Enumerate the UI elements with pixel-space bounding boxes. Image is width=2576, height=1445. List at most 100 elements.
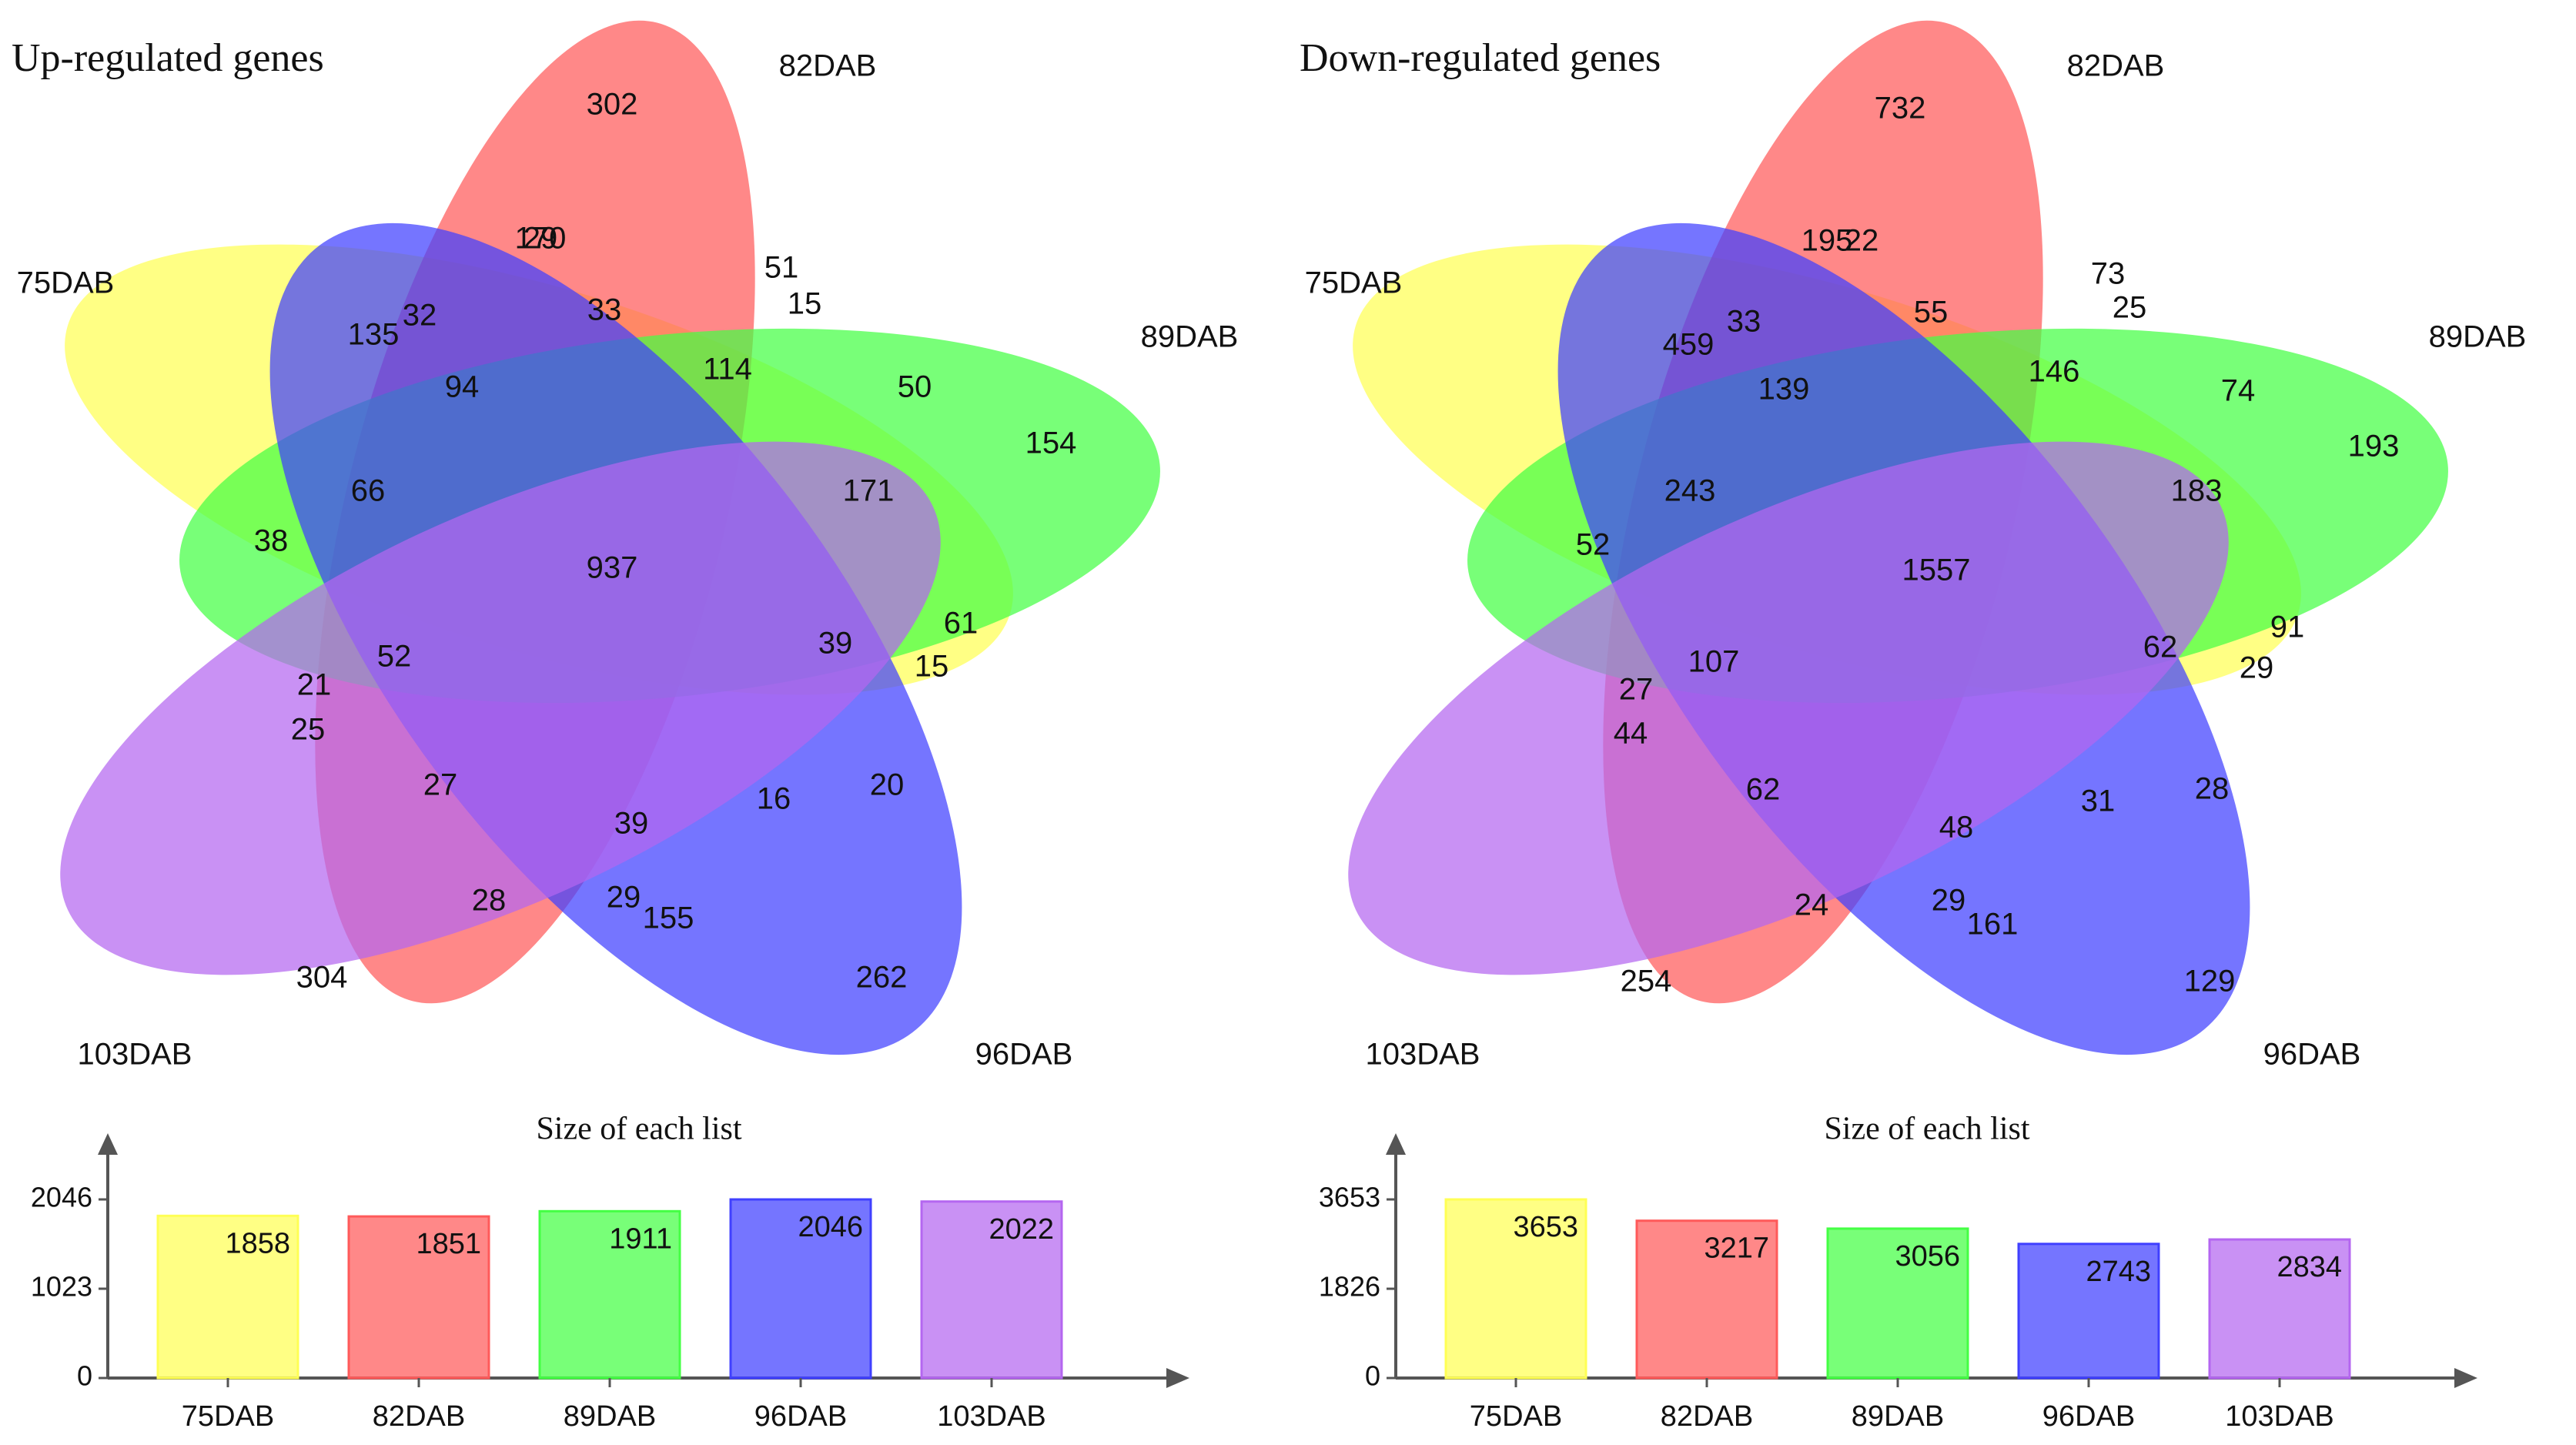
bar-value-label: 1911 (609, 1223, 672, 1255)
y-tick-label: 1826 (1319, 1271, 1380, 1303)
region-count: 29 (524, 222, 558, 256)
region-count: 155 (643, 901, 694, 935)
region-count: 91 (2270, 610, 2305, 644)
region-count: 129 (2184, 965, 2236, 998)
region-count: 135 (348, 318, 400, 352)
region-count: 52 (377, 640, 412, 674)
set-label-89dab: 89DAB (2429, 320, 2527, 354)
region-count: 170 (515, 222, 567, 256)
region-count: 50 (898, 370, 932, 404)
set-label-96dab: 96DAB (2263, 1038, 2361, 1072)
region-count: 62 (1746, 773, 1781, 807)
region-count: 66 (351, 474, 386, 508)
y-tick-label: 0 (77, 1360, 92, 1392)
region-count: 29 (1932, 884, 1966, 918)
y-tick-label: 1023 (31, 1271, 92, 1303)
venn-chart-svg: Up-regulated genes 75DAB 82DAB 89DAB 96DAB 10… (12, 20, 1239, 1433)
region-count: 183 (2171, 474, 2223, 508)
region-count: 55 (1914, 296, 1949, 329)
region-count: 25 (2113, 291, 2147, 325)
bar-value-label: 2743 (2086, 1256, 2151, 1288)
y-axis-arrow (98, 1133, 118, 1155)
x-tick-label: 75DAB (182, 1400, 274, 1433)
y-tick-label: 3653 (1319, 1182, 1380, 1213)
bar-103dab (920, 1200, 1063, 1380)
region-count: 15 (788, 287, 822, 321)
panel-up-regulated: Up-regulated genes 75DAB 82DAB 89DAB 96DAB 10… (12, 20, 1239, 1433)
region-count: 27 (1619, 673, 1654, 707)
x-tick-label: 89DAB (564, 1400, 656, 1433)
set-label-103dab: 103DAB (1366, 1038, 1480, 1072)
region-count: 31 (2081, 784, 2116, 818)
region-count: 20 (870, 768, 905, 802)
region-count: 73 (2091, 257, 2126, 291)
chart-title: Down-regulated genes (1300, 36, 1661, 80)
region-count: 39 (614, 807, 649, 841)
region-count: 24 (1795, 888, 1829, 922)
region-count: 48 (1939, 811, 1974, 845)
region-count: 61 (944, 607, 979, 641)
chart-title: Up-regulated genes (12, 36, 324, 80)
region-count: 304 (296, 961, 348, 995)
x-tick-label: 103DAB (937, 1400, 1046, 1433)
bar-value-label: 3653 (1513, 1211, 1578, 1243)
region-count: 29 (607, 881, 641, 915)
region-count: 32 (403, 299, 437, 333)
region-count: 33 (1727, 305, 1761, 339)
bar-value-label: 1851 (416, 1228, 481, 1260)
region-count: 15 (915, 650, 949, 684)
bar-value-label: 2046 (798, 1211, 863, 1243)
bar-96dab (2017, 1243, 2160, 1380)
x-tick-label: 82DAB (373, 1400, 465, 1433)
x-tick-label: 103DAB (2225, 1400, 2334, 1433)
venn-ellipses (1348, 20, 2448, 1055)
venn-set-103dab (60, 441, 941, 975)
x-tick-label: 75DAB (1470, 1400, 1562, 1433)
region-count: 33 (587, 293, 622, 327)
region-count: 22 (1845, 224, 1879, 258)
x-axis-arrow (1166, 1368, 1189, 1388)
size-chart-title: Size of each list (1824, 1112, 2029, 1147)
y-axis-arrow (1386, 1133, 1406, 1155)
region-count: 254 (1621, 965, 1672, 998)
set-label-103dab: 103DAB (78, 1038, 192, 1072)
region-count: 74 (2221, 374, 2256, 408)
region-count: 51 (764, 251, 799, 285)
set-label-89dab: 89DAB (1141, 320, 1239, 354)
set-label-96dab: 96DAB (975, 1038, 1073, 1072)
region-count: 94 (445, 370, 480, 404)
bar-96dab (729, 1198, 872, 1380)
region-count: 38 (254, 524, 289, 558)
region-count: 171 (843, 474, 895, 508)
region-count: 28 (472, 884, 507, 918)
region-count: 21 (297, 668, 332, 702)
region-count: 25 (291, 713, 326, 747)
region-count: 146 (2029, 355, 2080, 389)
region-count: 193 (2348, 430, 2400, 463)
region-count: 1557 (1902, 554, 1971, 587)
bar-89dab (538, 1209, 681, 1380)
x-tick-label: 96DAB (754, 1400, 847, 1433)
x-tick-label: 89DAB (1852, 1400, 1944, 1433)
y-tick-label: 2046 (31, 1182, 92, 1213)
region-count: 44 (1614, 717, 1648, 751)
region-count: 28 (2195, 772, 2230, 806)
region-count: 139 (1758, 373, 1810, 406)
bar-value-label: 3217 (1704, 1233, 1769, 1265)
bar-75dab (156, 1214, 299, 1380)
x-axis-arrow (2454, 1368, 2477, 1388)
region-count: 161 (1967, 908, 2019, 942)
region-count: 52 (1576, 528, 1611, 562)
set-label-75dab: 75DAB (1305, 266, 1403, 300)
set-label-82dab: 82DAB (2067, 49, 2165, 83)
region-count: 937 (587, 551, 638, 585)
size-chart-title: Size of each list (536, 1112, 741, 1147)
venn-chart-svg: Down-regulated genes 75DAB 82DAB 89DAB 96DAB… (1300, 20, 2527, 1433)
region-count: 107 (1688, 645, 1740, 679)
venn-ellipses (60, 20, 1160, 1055)
bar-value-label: 2834 (2277, 1251, 2342, 1283)
region-count: 302 (587, 88, 638, 122)
region-count: 29 (2240, 651, 2274, 685)
region-count: 732 (1875, 92, 1926, 125)
